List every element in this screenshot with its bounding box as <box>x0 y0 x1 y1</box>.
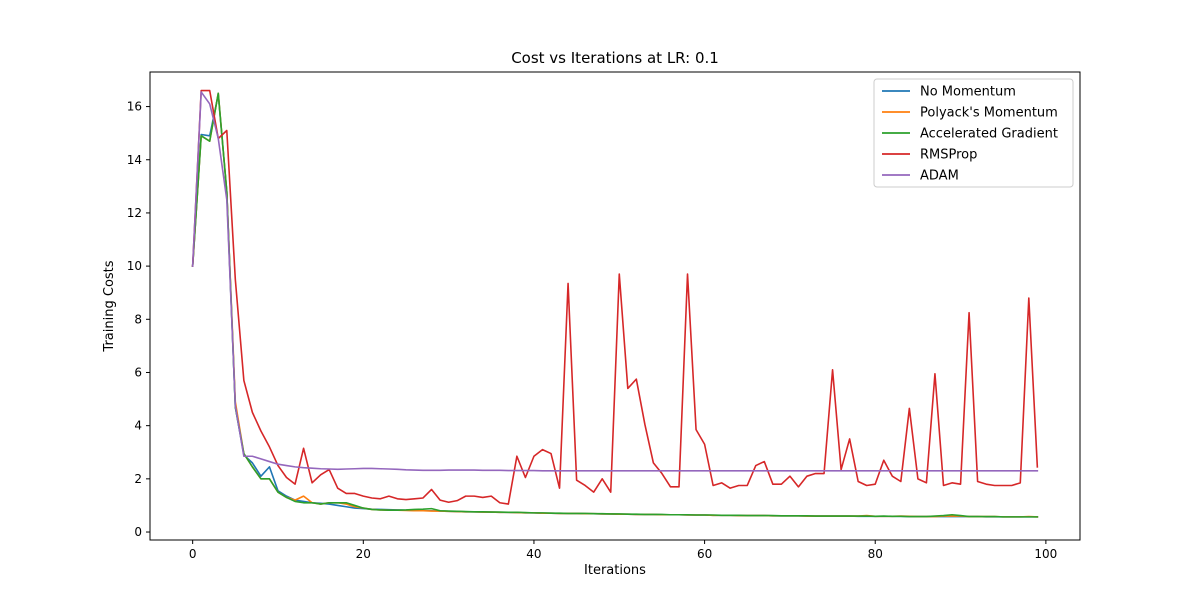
series-layer <box>191 89 1039 518</box>
x-tick-label: 100 <box>1034 547 1057 561</box>
legend-box <box>873 78 1074 188</box>
legend-label: Polyack's Momentum <box>920 106 1058 121</box>
y-tick-label: 4 <box>134 419 142 433</box>
y-tick-label: 16 <box>127 100 142 114</box>
y-tick-label: 0 <box>134 525 142 539</box>
series-line-adam <box>191 91 1039 472</box>
x-tick-label: 40 <box>526 547 541 561</box>
x-tick-label: 0 <box>189 547 197 561</box>
legend-label: Accelerated Gradient <box>920 127 1058 142</box>
x-tick-label: 60 <box>697 547 712 561</box>
x-axis-ticks: 0 20 40 60 80 100 <box>189 540 1057 561</box>
legend-label: RMSProp <box>920 148 977 163</box>
x-tick-label: 80 <box>868 547 883 561</box>
series-line-accelerated-gradient <box>191 92 1039 518</box>
y-tick-label: 8 <box>134 312 142 326</box>
legend: No Momentum Polyack's Momentum Accelerated… <box>873 78 1074 188</box>
y-tick-label: 2 <box>134 472 142 486</box>
legend-items: No Momentum Polyack's Momentum Accelerated… <box>882 85 1058 184</box>
y-tick-label: 10 <box>127 259 142 273</box>
axes-frame <box>149 71 1081 541</box>
x-axis-title: Iterations <box>584 563 646 578</box>
y-axis-ticks: 0 2 4 6 8 10 12 14 16 <box>127 100 150 539</box>
x-tick-label: 20 <box>356 547 371 561</box>
y-tick-label: 12 <box>127 206 142 220</box>
y-tick-label: 6 <box>134 365 142 379</box>
chart-title: Cost vs Iterations at LR: 0.1 <box>511 49 719 67</box>
legend-label: ADAM <box>920 169 959 184</box>
y-axis-title: Training Costs <box>102 260 117 352</box>
axes-layer <box>149 71 1081 541</box>
series-line-rmsprop <box>191 89 1039 505</box>
legend-label: No Momentum <box>920 85 1016 100</box>
y-tick-label: 14 <box>127 153 142 167</box>
